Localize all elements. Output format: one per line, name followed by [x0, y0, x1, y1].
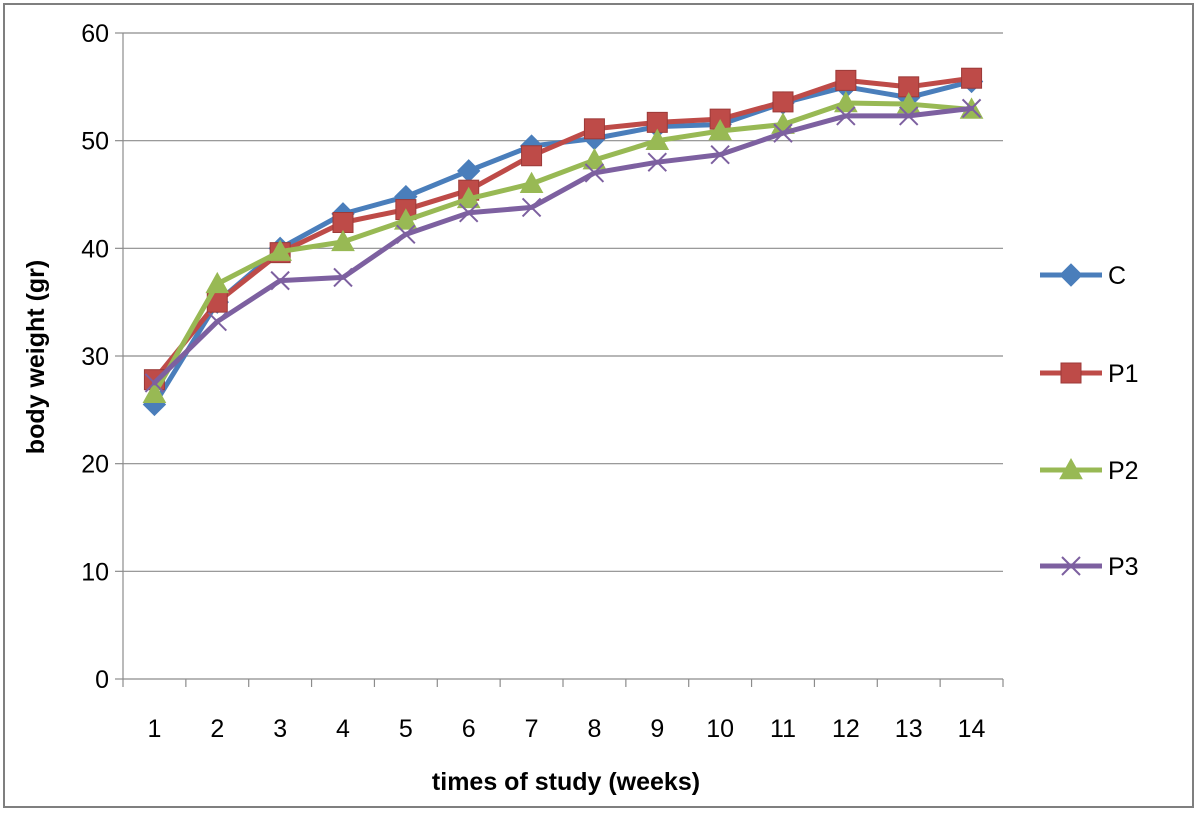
- data-point: [582, 148, 607, 170]
- x-tick-label: 5: [399, 715, 413, 743]
- x-tick-label: 11: [770, 715, 796, 743]
- x-tick-label: 9: [650, 715, 664, 743]
- legend-label: P3: [1108, 553, 1139, 581]
- data-point: [459, 203, 479, 223]
- x-tick-label: 12: [832, 715, 860, 743]
- data-point: [710, 144, 730, 165]
- data-point: [708, 118, 732, 141]
- series: [142, 67, 984, 417]
- data-point: [896, 92, 921, 114]
- y-tick-label: 50: [81, 128, 109, 156]
- data-point: [899, 106, 919, 126]
- data-point: [270, 270, 290, 291]
- data-point: [834, 90, 858, 113]
- legend: C P1 P2 P3: [1040, 262, 1139, 581]
- x-tick-label: 6: [462, 715, 476, 743]
- data-point: [268, 239, 292, 261]
- series-p2: [142, 90, 984, 403]
- data-point: [961, 67, 983, 89]
- x-tick-label: 10: [706, 715, 734, 743]
- x-tick-label: 2: [210, 715, 224, 743]
- legend-marker: [1060, 362, 1082, 384]
- data-point: [331, 229, 355, 252]
- data-point: [205, 271, 230, 294]
- x-tick-label: 14: [958, 715, 986, 743]
- data-point: [332, 211, 354, 233]
- data-point: [647, 152, 667, 172]
- data-point: [584, 163, 605, 183]
- data-point: [144, 373, 165, 393]
- x-tick-label: 4: [336, 715, 350, 743]
- data-point: [583, 118, 605, 140]
- series-line-p2: [151, 100, 975, 397]
- legend-marker: [1059, 457, 1083, 480]
- data-point: [394, 208, 418, 230]
- legend-marker: [1059, 263, 1083, 287]
- data-point: [836, 106, 856, 126]
- data-point: [456, 186, 481, 209]
- y-tick-label: 10: [81, 558, 109, 586]
- y-tick-label: 30: [81, 343, 109, 371]
- legend-item-p3: P3: [1040, 553, 1139, 581]
- x-tick-label: 3: [273, 715, 287, 743]
- data-point: [645, 128, 670, 150]
- series-line-p3: [151, 105, 975, 386]
- data-point: [521, 145, 543, 167]
- y-axis-title: body weight (gr): [22, 260, 50, 454]
- data-point: [207, 311, 227, 332]
- data-point: [333, 267, 353, 288]
- data-point: [142, 381, 167, 403]
- legend-label: P1: [1108, 360, 1139, 388]
- legend-label: C: [1108, 262, 1126, 290]
- legend-marker: [1061, 556, 1081, 576]
- data-point: [961, 98, 982, 119]
- data-point: [396, 224, 416, 245]
- x-tick-label: 8: [587, 715, 601, 743]
- legend-item-c: C: [1040, 262, 1126, 290]
- x-axis-title: times of study (weeks): [432, 768, 700, 796]
- x-tick-label: 1: [147, 715, 161, 743]
- data-point: [835, 69, 857, 91]
- y-tick-label: 40: [81, 235, 109, 263]
- series-c: [142, 69, 984, 417]
- x-tick-label: 7: [525, 715, 539, 743]
- data-point: [773, 123, 793, 143]
- series-p3: [144, 98, 982, 393]
- legend-label: P2: [1108, 457, 1139, 485]
- series-line-p1: [151, 75, 975, 383]
- legend-item-p1: P1: [1040, 360, 1139, 388]
- y-tick-label: 60: [81, 20, 109, 48]
- data-point: [521, 197, 542, 218]
- y-tick-label: 20: [81, 451, 109, 479]
- data-point: [772, 91, 794, 113]
- y-tick-label: 0: [95, 666, 109, 694]
- x-tick-label: 13: [895, 715, 923, 743]
- data-point: [457, 159, 481, 183]
- legend-item-p2: P2: [1040, 457, 1139, 485]
- data-point: [519, 171, 544, 194]
